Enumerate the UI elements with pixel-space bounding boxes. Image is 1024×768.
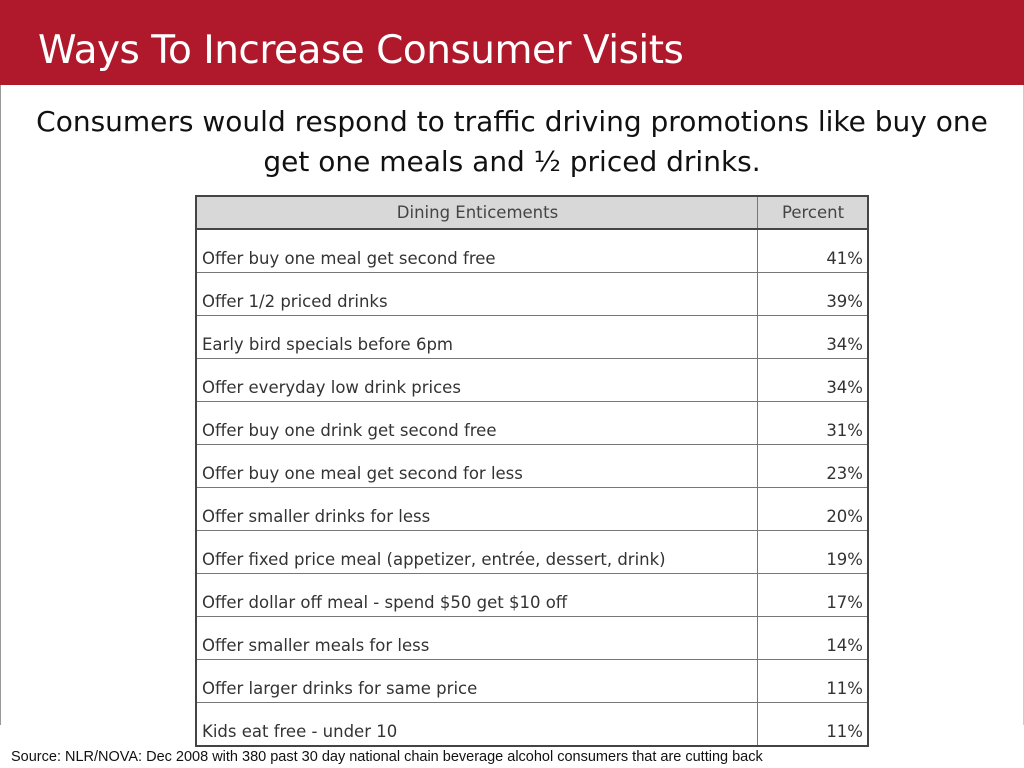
enticement-cell: Offer smaller drinks for less <box>195 487 758 531</box>
table-row: Offer buy one drink get second free 31% <box>195 401 869 445</box>
table-row: Offer buy one meal get second free 41% <box>195 228 869 273</box>
table-row: Offer smaller drinks for less 20% <box>195 487 869 531</box>
table-row: Offer fixed price meal (appetizer, entré… <box>195 530 869 574</box>
percent-cell: 11% <box>757 659 869 703</box>
enticement-cell: Offer buy one drink get second free <box>195 401 758 445</box>
enticement-cell: Offer dollar off meal - spend $50 get $1… <box>195 573 758 617</box>
percent-cell: 11% <box>757 702 869 747</box>
percent-cell: 19% <box>757 530 869 574</box>
header-band <box>0 0 1024 85</box>
percent-cell: 17% <box>757 573 869 617</box>
table-row: Offer smaller meals for less 14% <box>195 616 869 660</box>
percent-cell: 14% <box>757 616 869 660</box>
table-row: Offer buy one meal get second for less 23… <box>195 444 869 488</box>
column-header: Dining Enticements <box>195 195 758 230</box>
header-row: Dining Enticements Percent <box>195 195 869 230</box>
table: Dining Enticements Percent Offer buy one… <box>195 195 869 747</box>
enticement-cell: Offer larger drinks for same price <box>195 659 758 703</box>
enticement-cell: Offer buy one meal get second for less <box>195 444 758 488</box>
enticement-cell: Offer everyday low drink prices <box>195 358 758 402</box>
table-row: Offer larger drinks for same price 11% <box>195 659 869 703</box>
percent-cell: 20% <box>757 487 869 531</box>
table-row: Early bird specials before 6pm 34% <box>195 315 869 359</box>
percent-cell: 41% <box>757 228 869 273</box>
source-note: Source: NLR/NOVA: Dec 2008 with 380 past… <box>11 749 763 765</box>
table-row: Kids eat free - under 10 11% <box>195 702 869 747</box>
enticement-cell: Offer fixed price meal (appetizer, entré… <box>195 530 758 574</box>
percent-cell: 34% <box>757 315 869 359</box>
table-row: Offer everyday low drink prices 34% <box>195 358 869 402</box>
enticement-cell: Offer smaller meals for less <box>195 616 758 660</box>
enticement-cell: Offer 1/2 priced drinks <box>195 272 758 316</box>
column-header: Percent <box>757 195 869 230</box>
percent-cell: 23% <box>757 444 869 488</box>
enticement-cell: Kids eat free - under 10 <box>195 702 758 747</box>
percent-cell: 34% <box>757 358 869 402</box>
enticement-cell: Offer buy one meal get second free <box>195 228 758 273</box>
title: Ways To Increase Consumer Visits <box>38 28 684 73</box>
subtitle: Consumers would respond to traffic drivi… <box>36 105 988 178</box>
enticement-cell: Early bird specials before 6pm <box>195 315 758 359</box>
table-row: Offer dollar off meal - spend $50 get $1… <box>195 573 869 617</box>
table-row: Offer 1/2 priced drinks 39% <box>195 272 869 316</box>
percent-cell: 31% <box>757 401 869 445</box>
percent-cell: 39% <box>757 272 869 316</box>
